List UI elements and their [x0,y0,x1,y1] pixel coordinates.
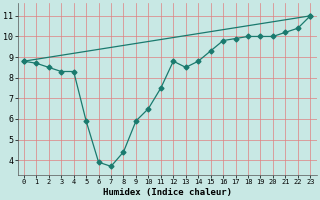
X-axis label: Humidex (Indice chaleur): Humidex (Indice chaleur) [103,188,232,197]
